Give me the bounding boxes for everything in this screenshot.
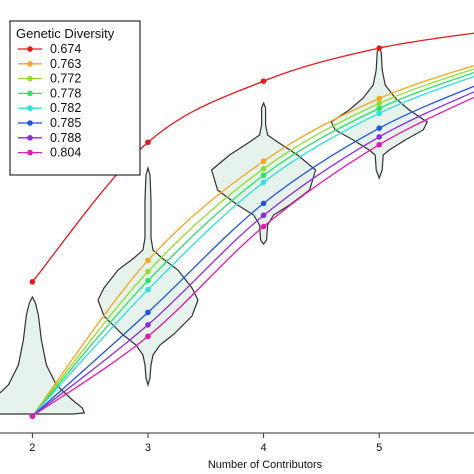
series-line-4 — [31, 75, 474, 417]
data-point-2-3 — [376, 100, 383, 107]
legend-swatch-dot-4 — [27, 105, 33, 111]
data-point-0-2 — [260, 78, 267, 84]
data-point-0-0 — [29, 279, 36, 285]
data-point-5-3 — [376, 125, 383, 132]
legend: Genetic Diversity 0.6740.7630.7720.7780.… — [9, 20, 141, 176]
data-point-5-2 — [260, 200, 267, 207]
legend-swatch-dot-2 — [27, 75, 33, 82]
x-axis-title: Number of Contributors — [208, 459, 323, 471]
data-point-0-1 — [145, 139, 151, 146]
data-point-1-1 — [145, 257, 151, 264]
x-tick-label-0: 2 — [29, 442, 35, 454]
legend-swatch-dot-5 — [27, 120, 33, 126]
legend-entry-0: 0.674 — [50, 42, 81, 56]
data-point-1-2 — [260, 158, 267, 165]
data-point-4-3 — [376, 110, 383, 117]
legend-entry-2: 0.772 — [50, 72, 81, 86]
data-point-3-2 — [260, 172, 267, 179]
legend-entry-5: 0.785 — [50, 116, 81, 130]
legend-swatch-dot-1 — [27, 61, 33, 67]
x-tick-label-3: 5 — [376, 442, 382, 454]
data-point-2-1 — [145, 268, 151, 275]
legend-swatch-dot-0 — [27, 46, 33, 52]
series-line-0 — [31, 32, 474, 283]
legend-entry-3: 0.778 — [50, 86, 81, 100]
legend-title: Genetic Diversity — [16, 26, 115, 41]
legend-entry-4: 0.782 — [50, 101, 81, 115]
data-point-2-2 — [260, 165, 267, 172]
data-point-7-2 — [260, 223, 267, 230]
data-point-1-3 — [376, 95, 383, 102]
legend-entry-1: 0.763 — [50, 57, 81, 71]
legend-entry-6: 0.788 — [50, 131, 81, 145]
data-point-3-1 — [145, 277, 151, 284]
series-line-1 — [31, 65, 474, 417]
data-point-4-1 — [145, 286, 151, 293]
data-point-6-2 — [260, 212, 267, 219]
violin-3 — [97, 165, 199, 388]
data-point-4-2 — [260, 179, 267, 186]
data-point-7-3 — [376, 141, 383, 148]
data-point-3-3 — [376, 105, 383, 112]
legend-swatch-dot-6 — [27, 135, 33, 141]
series-points — [29, 45, 383, 419]
legend-entry-7: 0.804 — [50, 146, 81, 160]
data-point-5-1 — [145, 309, 151, 316]
series-line-2 — [31, 68, 474, 417]
data-point-7-0 — [29, 413, 36, 419]
legend-swatch-dot-3 — [27, 90, 33, 97]
data-point-6-3 — [376, 134, 383, 140]
violin-2 — [0, 295, 86, 415]
legend-swatch-dot-7 — [27, 149, 33, 156]
x-ticks: 2 3 4 5 — [29, 433, 382, 454]
series-line-3 — [31, 71, 474, 417]
data-point-0-3 — [376, 45, 383, 51]
legend-box — [9, 20, 141, 176]
data-point-6-1 — [145, 321, 151, 328]
x-tick-label-1: 3 — [145, 442, 151, 454]
x-tick-label-2: 4 — [261, 442, 267, 454]
data-point-7-1 — [145, 333, 151, 340]
